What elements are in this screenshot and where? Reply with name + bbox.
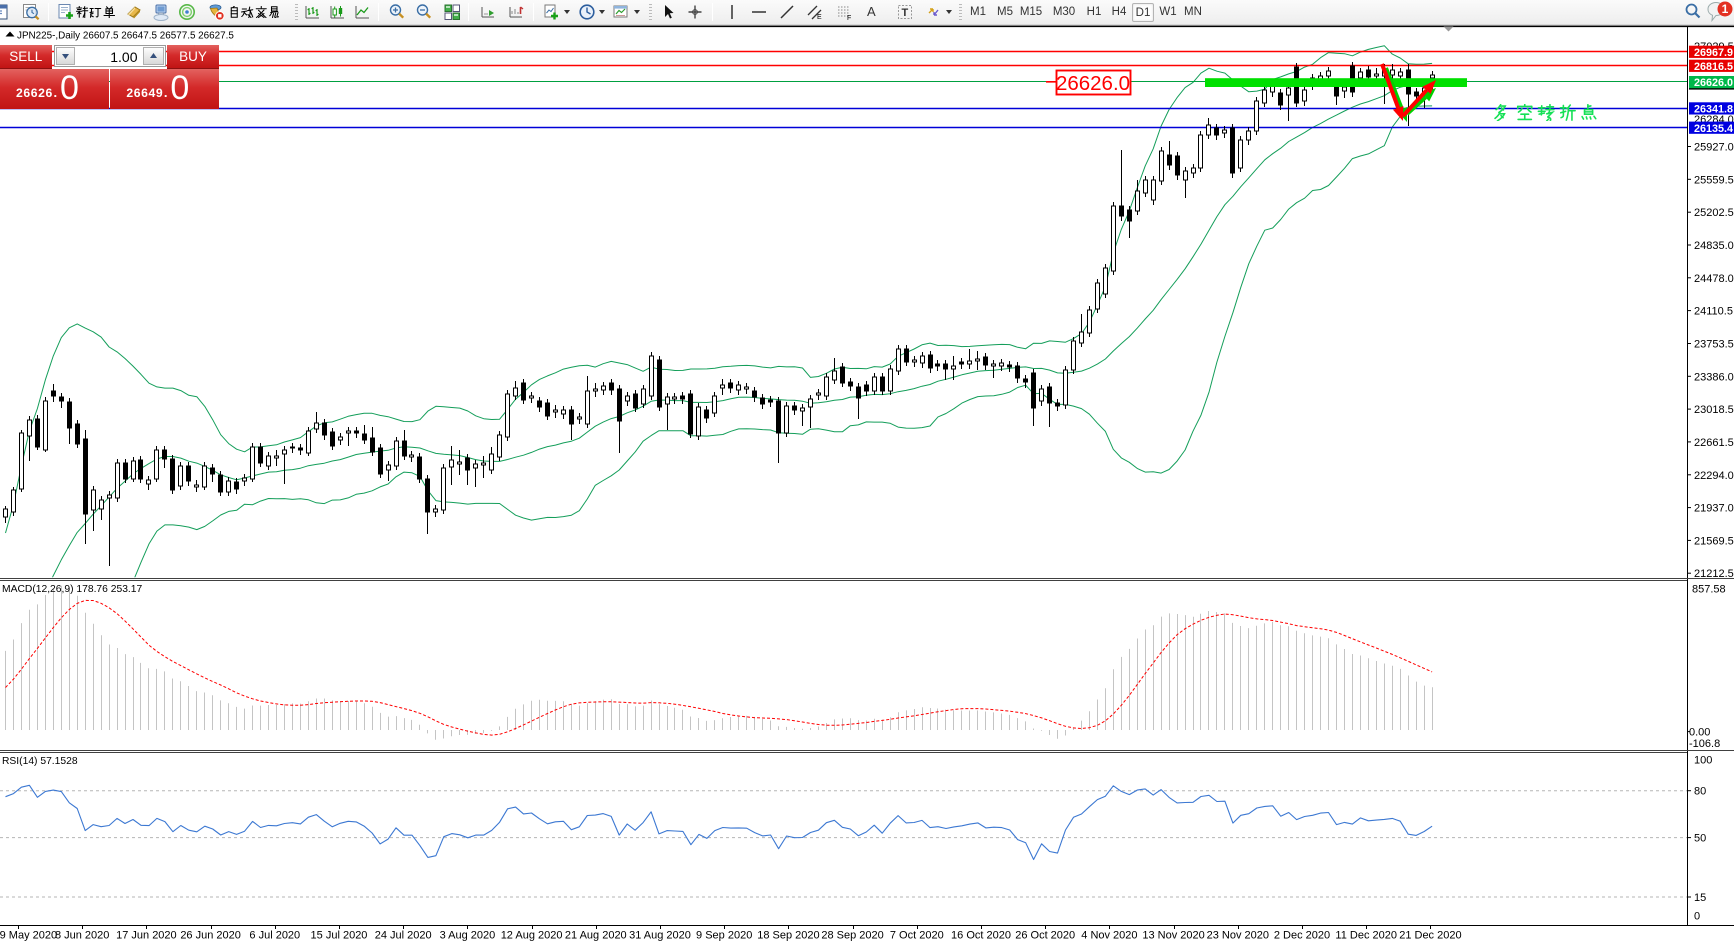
svg-text:25927.0: 25927.0 [1694, 142, 1734, 154]
svg-text:25202.5: 25202.5 [1694, 207, 1734, 219]
svg-text:13 Nov 2020: 13 Nov 2020 [1142, 930, 1204, 942]
svg-text:3 Aug 2020: 3 Aug 2020 [440, 930, 496, 942]
svg-text:JPN225-,Daily 26607.5 26647.5: JPN225-,Daily 26607.5 26647.5 26577.5 26… [17, 31, 234, 42]
svg-text:31 Aug 2020: 31 Aug 2020 [629, 930, 691, 942]
svg-text:23386.0: 23386.0 [1694, 371, 1734, 383]
svg-text:24 Jul 2020: 24 Jul 2020 [375, 930, 432, 942]
svg-text:21212.5: 21212.5 [1694, 568, 1734, 580]
svg-text:26626.0: 26626.0 [1056, 72, 1130, 95]
svg-text:12 Aug 2020: 12 Aug 2020 [501, 930, 563, 942]
svg-text:25559.5: 25559.5 [1694, 174, 1734, 186]
svg-text:21 Dec 2020: 21 Dec 2020 [1399, 930, 1461, 942]
svg-text:23 Nov 2020: 23 Nov 2020 [1207, 930, 1269, 942]
svg-text:23753.5: 23753.5 [1694, 339, 1734, 351]
svg-text:T: T [902, 7, 909, 19]
svg-text:4 Nov 2020: 4 Nov 2020 [1081, 930, 1137, 942]
svg-text:7 Oct 2020: 7 Oct 2020 [890, 930, 944, 942]
svg-text:24110.5: 24110.5 [1694, 306, 1733, 318]
svg-text:MACD(12,26,9) 178.76 253.17: MACD(12,26,9) 178.76 253.17 [2, 584, 143, 595]
svg-text:28 Sep 2020: 28 Sep 2020 [821, 930, 883, 942]
svg-text:21 Aug 2020: 21 Aug 2020 [565, 930, 627, 942]
svg-text:2 Dec 2020: 2 Dec 2020 [1274, 930, 1330, 942]
svg-text:24835.0: 24835.0 [1694, 240, 1734, 252]
svg-text:24478.0: 24478.0 [1694, 273, 1734, 285]
svg-text:26135.4: 26135.4 [1694, 123, 1733, 135]
svg-text:857.58: 857.58 [1692, 584, 1726, 596]
svg-text:15: 15 [1694, 892, 1706, 904]
svg-text:9 Sep 2020: 9 Sep 2020 [696, 930, 752, 942]
svg-text:17 Jun 2020: 17 Jun 2020 [116, 930, 177, 942]
svg-text:23018.5: 23018.5 [1694, 404, 1734, 416]
svg-text:F: F [847, 15, 851, 21]
svg-text:26 Jun 2020: 26 Jun 2020 [180, 930, 241, 942]
svg-text:11 Dec 2020: 11 Dec 2020 [1335, 930, 1397, 942]
svg-text:26967.9: 26967.9 [1694, 47, 1733, 59]
svg-text:16 Oct 2020: 16 Oct 2020 [951, 930, 1011, 942]
svg-text:0.00: 0.00 [1689, 727, 1710, 739]
svg-text:22661.5: 22661.5 [1694, 437, 1734, 449]
svg-text:15 Jul 2020: 15 Jul 2020 [311, 930, 368, 942]
svg-text:0: 0 [1694, 911, 1700, 923]
svg-text:6 Jul 2020: 6 Jul 2020 [249, 930, 300, 942]
svg-text:80: 80 [1694, 786, 1706, 798]
svg-text:21569.5: 21569.5 [1694, 535, 1734, 547]
svg-text:21937.0: 21937.0 [1694, 503, 1734, 515]
svg-text:26341.8: 26341.8 [1694, 104, 1733, 116]
svg-text:50: 50 [1694, 833, 1706, 845]
svg-text:E: E [817, 14, 822, 21]
svg-text:26 Oct 2020: 26 Oct 2020 [1015, 930, 1075, 942]
svg-text:26816.5: 26816.5 [1694, 61, 1733, 73]
svg-text:8 Jun 2020: 8 Jun 2020 [55, 930, 109, 942]
svg-text:22294.0: 22294.0 [1694, 470, 1734, 482]
svg-text:29 May 2020: 29 May 2020 [0, 930, 57, 942]
svg-text:RSI(14) 57.1528: RSI(14) 57.1528 [2, 756, 78, 767]
svg-text:18 Sep 2020: 18 Sep 2020 [757, 930, 819, 942]
svg-text:26626.0: 26626.0 [1694, 77, 1733, 89]
svg-text:1: 1 [1722, 2, 1729, 16]
svg-text:100: 100 [1694, 755, 1712, 767]
svg-text:-106.8: -106.8 [1689, 738, 1720, 750]
